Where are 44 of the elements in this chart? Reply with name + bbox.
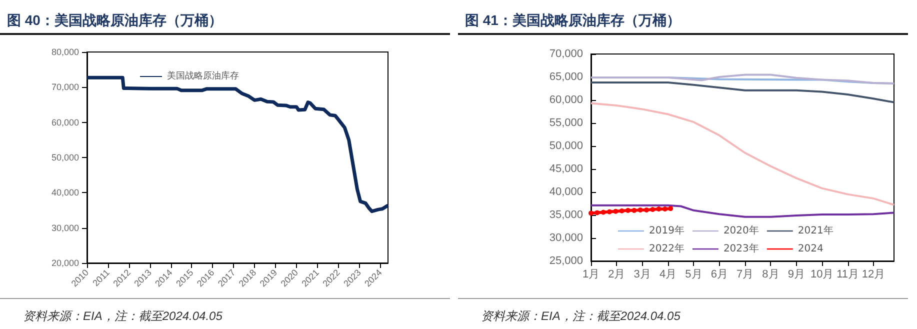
chart-title: 图 41：美国战略原油库存（万桶） [465,12,680,28]
text: 资料来源：EIA，注：截至2024.04.05 [23,309,223,323]
y-tick-label: 65,000 [549,71,583,83]
x-tick-label: 4月 [659,268,677,280]
x-tick-label: 11月 [836,268,859,280]
x-tick-label: 12月 [862,268,886,280]
y-tick-label: 35,000 [549,209,583,221]
y-tick-label: 60,000 [549,94,583,106]
y-tick-label: 45,000 [549,163,583,175]
x-tick-label: 7月 [736,268,754,280]
x-tick-label: 8月 [762,268,780,280]
legend-label: 2023年 [723,242,759,254]
line-series [590,204,895,218]
y-tick-label: 20,000 [51,258,79,268]
y-tick-label: 50,000 [51,152,79,162]
y-tick-label: 30,000 [549,232,583,244]
chart-title: 图 40：美国战略原油库存（万桶） [7,12,222,28]
y-tick-label: 30,000 [51,222,79,233]
y-tick-label: 40,000 [51,188,79,198]
x-tick-label: 5月 [685,268,702,280]
text: 资料来源：EIA，注：截至2024.04.05 [481,309,681,323]
y-tick-label: 40,000 [549,186,583,198]
legend-label: 2020年 [723,224,759,236]
x-tick-label: 6月 [710,268,728,280]
legend-label: 美国战略原油库存 [167,70,239,82]
x-tick-label: 10月 [810,268,834,280]
x-tick-label: 3月 [634,268,651,280]
x-tick-label: 2月 [608,268,626,280]
legend-label: 2022年 [649,242,684,254]
y-tick-label: 55,000 [549,117,583,129]
y-tick-label: 70,000 [549,48,583,60]
y-tick-label: 70,000 [51,82,79,92]
line-series [590,82,895,104]
legend-label: 2019年 [649,224,684,236]
x-tick-label: 9月 [788,268,805,280]
y-tick-label: 80,000 [51,47,79,57]
legend-label: 2024 [798,244,824,254]
y-tick-label: 25,000 [549,255,583,267]
x-tick-label: 1月 [582,268,600,280]
legend-label: 2021年 [798,224,834,236]
line-series [590,102,895,206]
y-tick-label: 60,000 [51,117,79,128]
y-tick-label: 50,000 [549,140,583,152]
line-series [590,74,895,84]
